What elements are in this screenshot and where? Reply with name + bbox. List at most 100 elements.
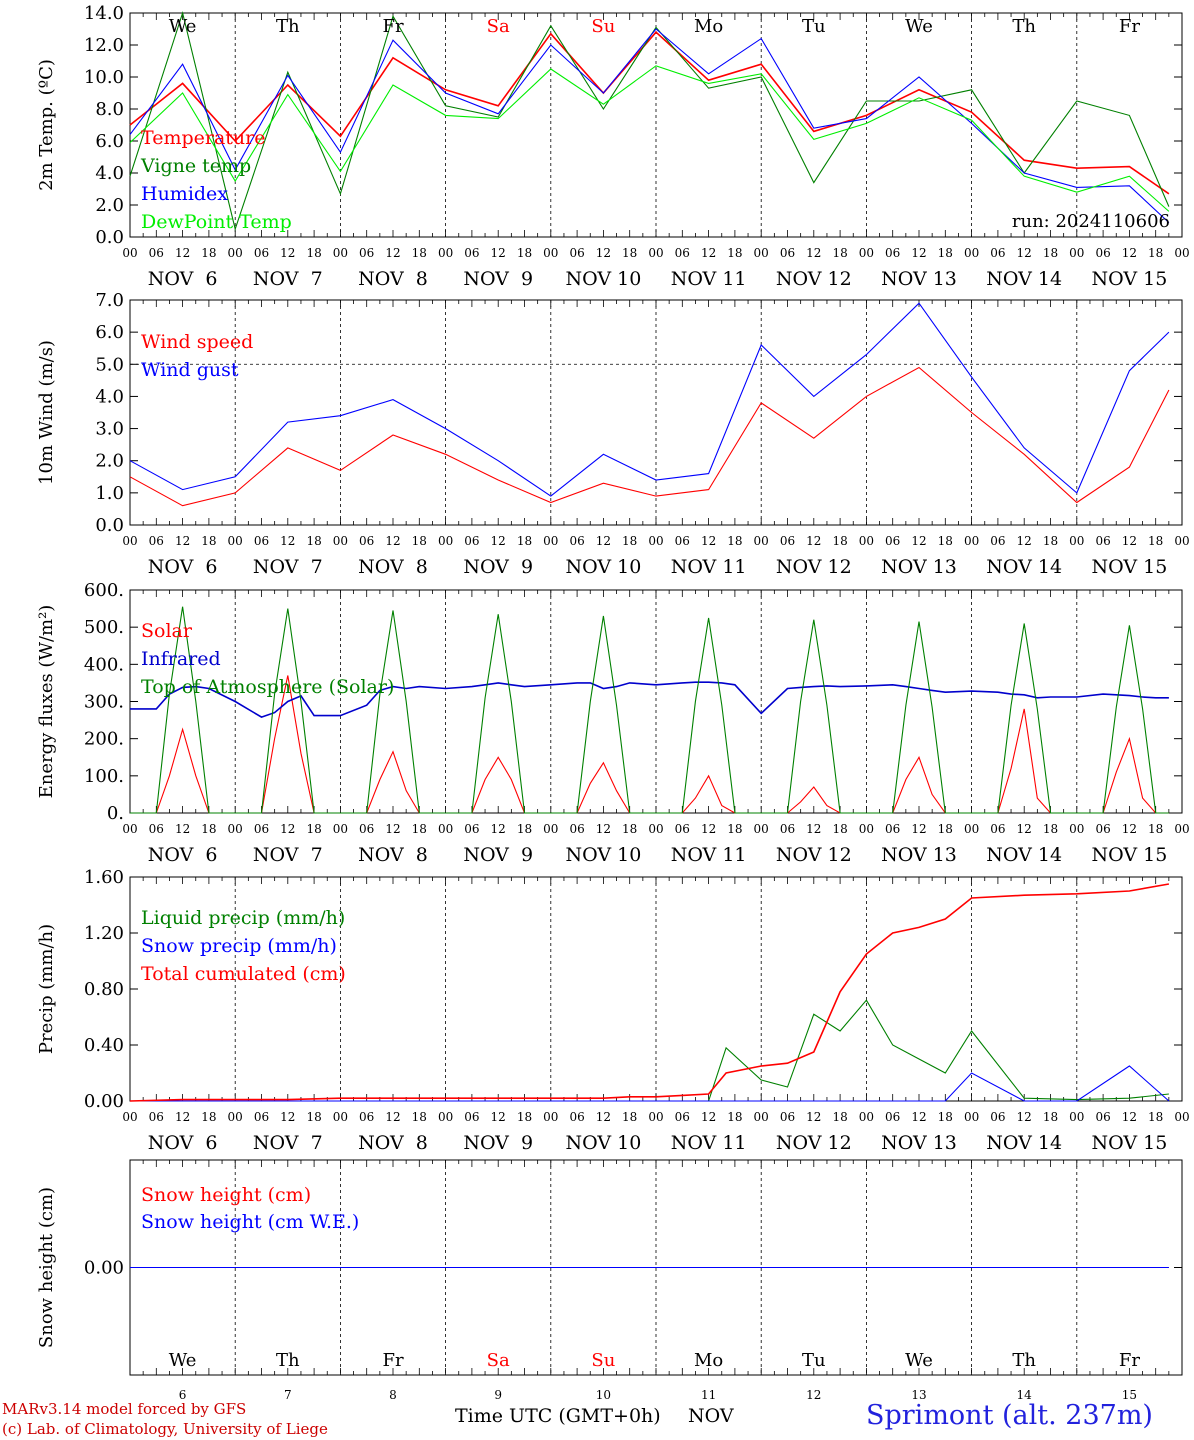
day-marker: We — [169, 16, 197, 37]
hour-label: 12 — [911, 534, 926, 548]
hour-label: 12 — [596, 1110, 611, 1124]
hour-label: 00 — [1174, 1110, 1189, 1124]
date-label: NOV 11 — [671, 844, 747, 866]
hour-label: 18 — [622, 246, 637, 260]
hour-label: 00 — [438, 534, 453, 548]
day-marker: We — [169, 1350, 197, 1371]
date-label: NOV 14 — [986, 844, 1062, 866]
hour-label: 18 — [938, 1110, 953, 1124]
hour-label: 18 — [1043, 822, 1058, 836]
hour-label: 12 — [491, 822, 506, 836]
hour-label: 18 — [412, 534, 427, 548]
y-tick-label: 500. — [84, 617, 124, 638]
hour-label: 18 — [306, 1110, 321, 1124]
hour-label: 18 — [832, 1110, 847, 1124]
y-tick-label: 0.00 — [84, 1091, 124, 1112]
hour-label: 06 — [1095, 1110, 1110, 1124]
date-label: NOV 6 — [148, 556, 218, 578]
date-label: NOV 9 — [463, 844, 533, 866]
day-number: 6 — [179, 1388, 187, 1402]
hour-label: 00 — [754, 534, 769, 548]
date-label: NOV 7 — [253, 1132, 323, 1154]
hour-label: 12 — [491, 534, 506, 548]
hour-label: 06 — [569, 1110, 584, 1124]
hour-label: 06 — [254, 822, 269, 836]
hour-label: 12 — [491, 1110, 506, 1124]
date-label: NOV 13 — [881, 1132, 957, 1154]
hour-label: 00 — [754, 822, 769, 836]
hour-label: 00 — [648, 822, 663, 836]
hour-label: 06 — [1095, 246, 1110, 260]
hour-label: 12 — [701, 822, 716, 836]
hour-label: 12 — [1122, 822, 1137, 836]
date-label: NOV 7 — [253, 556, 323, 578]
y-tick-label: 300. — [84, 692, 124, 713]
hour-label: 18 — [832, 534, 847, 548]
hour-label: 18 — [727, 1110, 742, 1124]
hour-label: 00 — [1069, 822, 1084, 836]
hour-label: 00 — [859, 246, 874, 260]
hour-label: 18 — [306, 246, 321, 260]
hour-label: 12 — [1017, 534, 1032, 548]
y-tick-label: 4.0 — [95, 386, 124, 407]
day-marker: Th — [1012, 16, 1036, 37]
series-line — [129, 883, 1170, 1102]
hour-label: 00 — [122, 822, 137, 836]
date-label: NOV 14 — [986, 1132, 1062, 1154]
hour-label: 18 — [412, 246, 427, 260]
day-marker: Tu — [802, 16, 826, 37]
hour-label: 06 — [149, 822, 164, 836]
hour-label: 12 — [385, 1110, 400, 1124]
y-tick-label: 0.40 — [84, 1035, 124, 1056]
panel-3 — [129, 589, 1183, 814]
y-tick-label: 100. — [84, 766, 124, 787]
day-number: 10 — [596, 1388, 611, 1402]
day-number: 12 — [806, 1388, 821, 1402]
date-label: NOV 10 — [565, 1132, 641, 1154]
hour-label: 12 — [1017, 1110, 1032, 1124]
date-label: NOV 9 — [463, 1132, 533, 1154]
day-number: 15 — [1122, 1388, 1137, 1402]
hour-label: 12 — [911, 822, 926, 836]
hour-label: 12 — [280, 246, 295, 260]
hour-label: 00 — [1069, 246, 1084, 260]
hour-label: 12 — [806, 1110, 821, 1124]
hour-label: 06 — [780, 246, 795, 260]
series-line — [129, 366, 1170, 507]
hour-label: 00 — [648, 246, 663, 260]
hour-label: 18 — [517, 1110, 532, 1124]
hour-label: 00 — [333, 534, 348, 548]
legend-entry: Snow height (cm) — [141, 1184, 311, 1206]
hour-label: 00 — [754, 1110, 769, 1124]
hour-label: 06 — [675, 822, 690, 836]
panel-4 — [129, 876, 1183, 1102]
y-tick-label: 200. — [84, 729, 124, 750]
y-tick-label: 1.0 — [95, 483, 124, 504]
legend-entry: Vigne temp — [140, 155, 251, 177]
date-label: NOV 9 — [463, 268, 533, 290]
plot-frame — [129, 299, 1183, 526]
hour-label: 00 — [333, 246, 348, 260]
day-marker: Fr — [382, 1350, 403, 1371]
date-label: NOV 12 — [776, 1132, 852, 1154]
y-tick-label: 0.0 — [95, 515, 124, 536]
series-line — [129, 31, 1170, 195]
hour-label: 06 — [254, 534, 269, 548]
date-label: NOV 13 — [881, 844, 957, 866]
hour-label: 12 — [280, 1110, 295, 1124]
day-number: 8 — [389, 1388, 397, 1402]
hour-label: 06 — [149, 1110, 164, 1124]
hour-label: 06 — [780, 822, 795, 836]
hour-label: 06 — [254, 246, 269, 260]
panel-1 — [129, 10, 1183, 238]
day-marker: Fr — [1119, 16, 1140, 37]
hour-label: 00 — [964, 246, 979, 260]
hour-label: 12 — [385, 534, 400, 548]
hour-label: 12 — [911, 246, 926, 260]
hour-label: 12 — [806, 246, 821, 260]
y-tick-label: 600. — [84, 580, 124, 601]
series-line — [130, 681, 1169, 718]
hour-label: 06 — [990, 534, 1005, 548]
hour-label: 00 — [859, 1110, 874, 1124]
hour-label: 06 — [780, 1110, 795, 1124]
